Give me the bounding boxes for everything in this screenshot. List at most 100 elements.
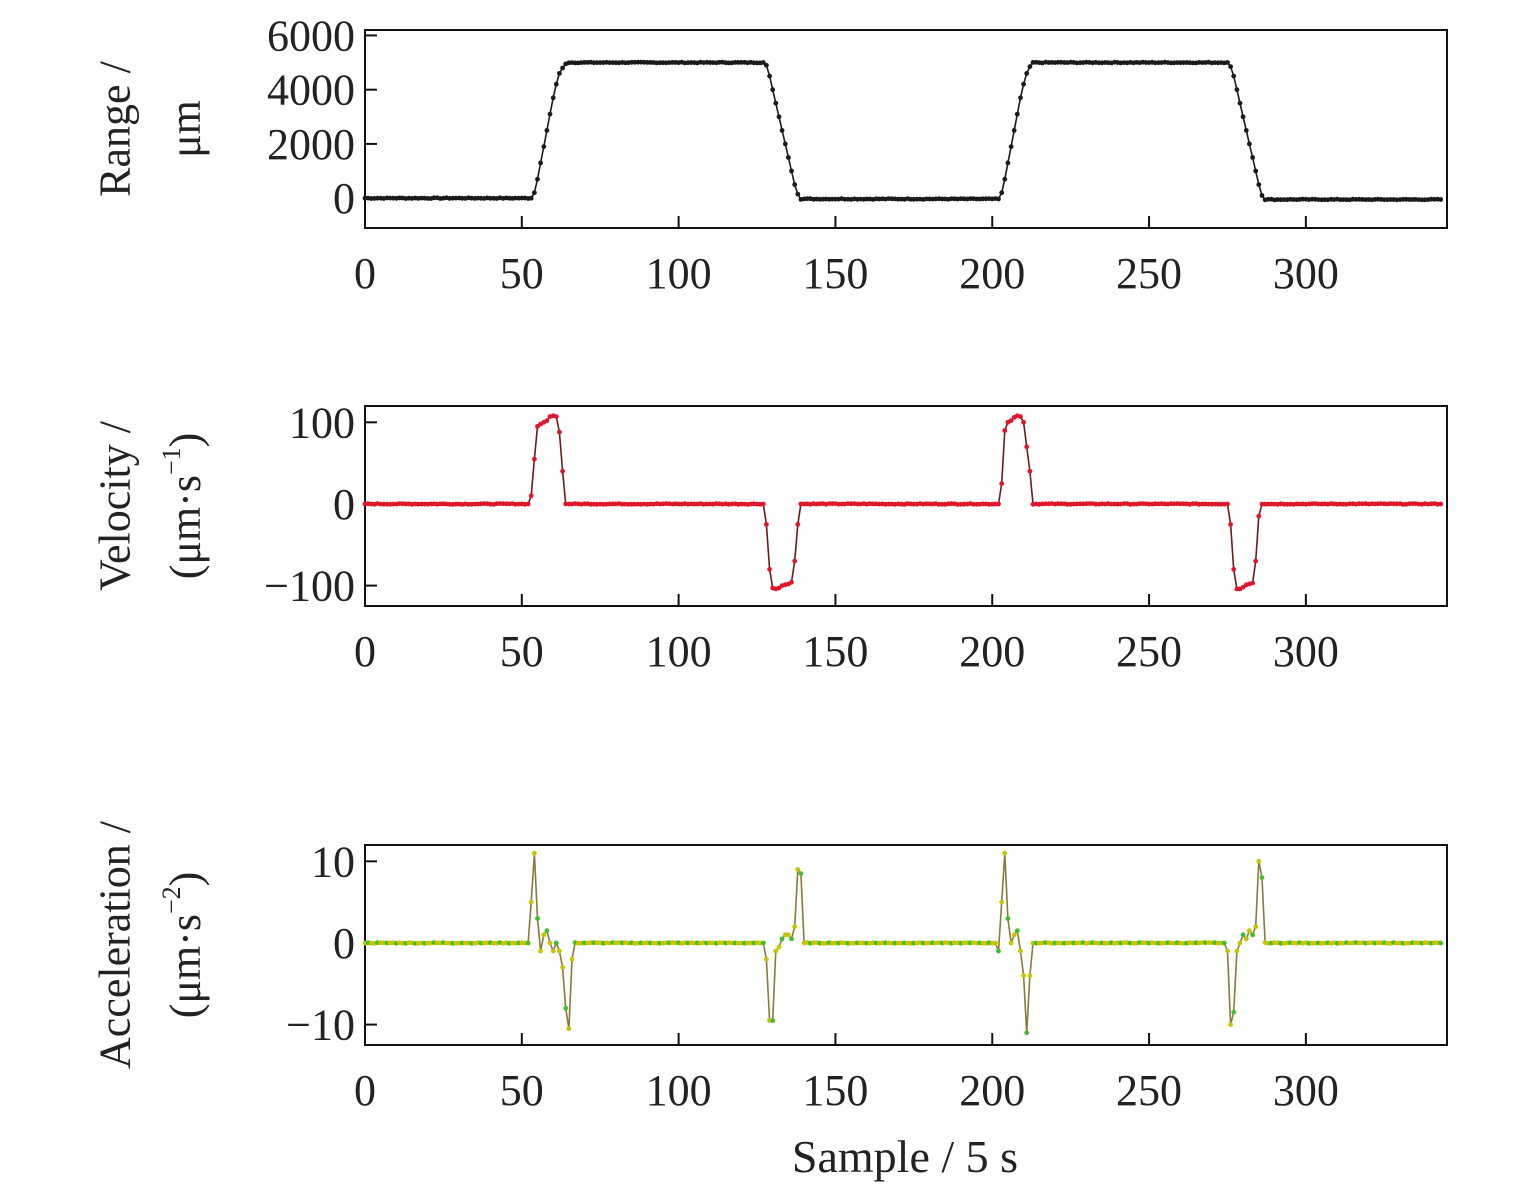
data-point <box>792 924 798 929</box>
data-point <box>1027 973 1033 978</box>
y-axis-label-line2: (μm·s−2) <box>157 872 210 1019</box>
data-point <box>528 493 534 499</box>
data-point <box>563 1005 569 1011</box>
data-point <box>1243 127 1249 133</box>
data-point <box>789 579 794 585</box>
data-point <box>566 1026 572 1032</box>
data-point <box>538 160 543 166</box>
data-point <box>1438 501 1444 507</box>
x-tick-label: 200 <box>959 1066 1025 1115</box>
data-point <box>767 73 772 79</box>
data-point <box>1253 558 1259 564</box>
data-point <box>999 190 1005 196</box>
data-point <box>1438 197 1444 202</box>
data-point <box>767 566 772 572</box>
data-point <box>1011 127 1017 133</box>
data-point <box>764 62 769 68</box>
data-point <box>1027 64 1033 69</box>
data-point <box>1018 948 1023 954</box>
data-point <box>532 850 537 856</box>
data-point <box>1253 924 1259 929</box>
data-point <box>1005 916 1011 921</box>
y-tick-label: −10 <box>286 1001 355 1050</box>
data-point <box>557 429 562 435</box>
y-tick-label: 10 <box>311 837 355 886</box>
data-point <box>1247 141 1252 147</box>
data-point <box>1243 936 1249 942</box>
data-point <box>553 940 559 946</box>
data-point <box>550 948 556 954</box>
data-point <box>786 155 791 160</box>
data-point <box>773 100 779 106</box>
data-point <box>532 456 537 462</box>
data-point <box>776 944 782 950</box>
x-tick-label: 250 <box>1116 627 1182 676</box>
data-point <box>996 196 1001 202</box>
data-point <box>1250 932 1255 938</box>
data-point <box>535 176 540 182</box>
data-point <box>532 190 537 196</box>
data-point <box>1002 850 1008 856</box>
y-axis-label-line1: Velocity / <box>91 420 140 591</box>
data-point <box>1014 928 1020 934</box>
x-tick-label: 300 <box>1273 1066 1339 1115</box>
data-point <box>795 522 801 527</box>
data-point <box>996 948 1001 954</box>
data-point <box>544 418 550 424</box>
data-point <box>1240 932 1246 938</box>
data-point <box>547 111 553 117</box>
y-tick-label: 2000 <box>267 120 355 169</box>
data-point <box>525 940 531 946</box>
data-point <box>1237 940 1243 946</box>
x-tick-label: 150 <box>802 249 868 298</box>
velocity-panel: 0 50 100 150 200 250 300 −100 0 100 Velocity / (μm·… <box>91 398 1448 676</box>
x-tick-label: 50 <box>500 1066 544 1115</box>
data-point <box>993 940 998 946</box>
data-point <box>999 481 1005 486</box>
data-point <box>525 501 531 507</box>
data-point <box>544 928 550 934</box>
data-point <box>1240 114 1246 120</box>
x-tick-label: 0 <box>354 627 376 676</box>
data-point <box>760 501 766 507</box>
x-tick-label: 250 <box>1116 1066 1182 1115</box>
y-axis-label-line1: Acceleration / <box>91 820 140 1069</box>
data-point <box>1008 940 1014 946</box>
acceleration-panel: 0 50 100 150 200 250 300 −10 0 10 Acceleration / (μ… <box>91 820 1448 1115</box>
data-point <box>553 414 559 419</box>
data-point <box>786 932 791 938</box>
x-tick-label: 250 <box>1116 249 1182 298</box>
data-point <box>528 899 534 905</box>
data-point <box>779 936 785 942</box>
data-point <box>1024 1030 1030 1036</box>
data-point <box>1259 875 1265 881</box>
data-point <box>1008 144 1014 150</box>
x-tick-label: 50 <box>500 249 544 298</box>
x-tick-label: 100 <box>646 627 712 676</box>
data-point <box>798 871 804 876</box>
data-point <box>560 965 565 970</box>
y-tick-label: 0 <box>333 919 355 968</box>
data-point <box>541 932 547 938</box>
y-axis-label-line2: (μm·s−1) <box>157 433 210 580</box>
data-point <box>538 948 543 954</box>
data-point <box>770 1018 776 1023</box>
x-tick-label: 300 <box>1273 249 1339 298</box>
data-point <box>1228 522 1233 527</box>
data-point <box>792 182 798 188</box>
data-point <box>1234 87 1240 93</box>
x-tick-label: 0 <box>354 1066 376 1115</box>
data-point <box>1438 940 1444 946</box>
x-tick-label: 150 <box>802 1066 868 1115</box>
y-axis-label-line1: Range / <box>91 60 140 196</box>
data-point <box>1225 948 1230 954</box>
data-point <box>1237 100 1243 106</box>
data-point <box>776 114 782 120</box>
data-point <box>789 168 794 174</box>
data-point <box>569 956 575 962</box>
data-point <box>764 956 769 962</box>
data-point <box>1225 501 1230 507</box>
y-tick-label: 6000 <box>267 11 355 60</box>
data-point <box>1253 168 1259 174</box>
